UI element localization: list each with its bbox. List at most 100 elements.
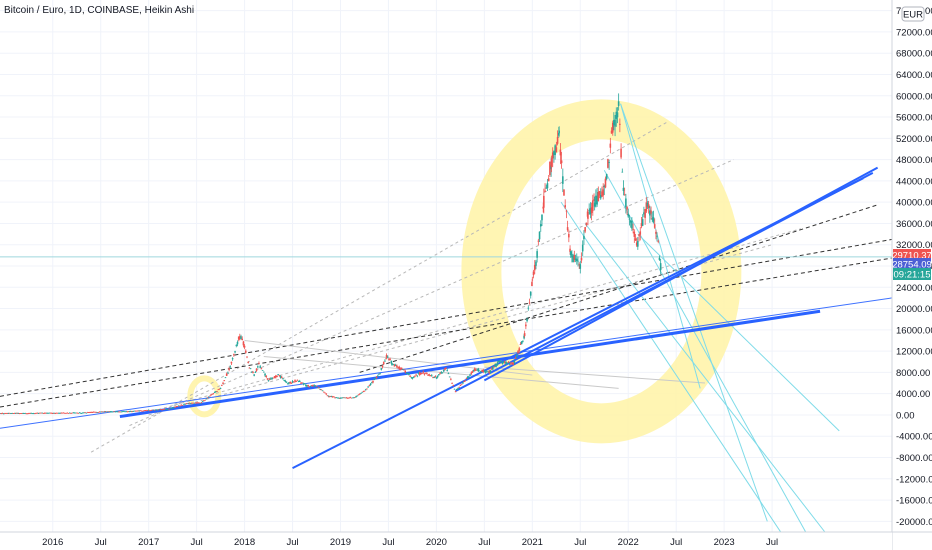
candle-body [337,397,340,399]
candle-body [186,403,188,404]
x-tick-label: 2016 [42,537,63,548]
candle-body [613,120,615,125]
candle-body [486,371,488,372]
candle-body [397,367,399,369]
candle-body [440,372,443,374]
candle-body [379,372,381,374]
candle-body [373,379,376,381]
candle-body [231,358,234,360]
candle-body [539,224,542,227]
candle-body [360,393,362,394]
candle-body [200,402,203,404]
currency-badge[interactable]: EUR [901,6,925,22]
candle-body [420,373,422,374]
candle-body [201,401,204,403]
candle-body [336,397,339,399]
candle-body [435,377,438,379]
candle-body [37,413,40,414]
candle-body [536,251,538,258]
candle-body [152,409,155,411]
candle-body [464,380,466,382]
candle-body [631,220,633,229]
candle-body [473,368,476,371]
candle-body [254,372,257,374]
candle-body [233,354,235,356]
candle-body [16,412,18,414]
y-tick-label: 16000.00 [896,325,932,336]
candle-body [497,361,500,362]
candle-body [328,396,330,398]
candle-body [8,412,11,414]
candle-body [284,380,287,383]
time-axis-panel[interactable] [0,532,892,550]
candle-body [375,377,378,379]
candle-body [324,392,326,394]
candle-body [84,412,86,414]
candle-body [167,409,169,410]
candle-body [29,413,31,414]
candle-body [206,397,209,399]
candle-body [575,258,578,262]
candle-body [24,413,26,414]
candle-body [246,356,248,358]
candle-body [543,195,545,208]
cyan-fan-line [637,233,840,432]
candle-body [639,231,642,235]
candle-body [621,171,624,173]
candle-body [163,408,166,410]
price-tag-mid-text: 28754.09 [892,260,932,271]
candle-body [325,393,328,395]
y-tick-label: 36000.00 [896,219,932,230]
candle-body [32,413,35,415]
candle-body [191,402,193,404]
candle-body [533,264,536,271]
candle-body [488,371,490,374]
candle-body [627,213,630,217]
candle-body [390,360,393,364]
candle-body [430,375,433,377]
candle-body [434,376,437,378]
candle-body [362,391,365,393]
candle-body [511,363,513,365]
candle-body [282,378,284,380]
candle-body [501,362,504,364]
candle-body [43,412,46,414]
candle-body [331,396,334,398]
candle-body [357,394,360,396]
candle-body [51,413,54,414]
candle-body [153,409,156,411]
candle-body [399,368,402,370]
candle-body [549,161,551,175]
candle-body [283,380,286,381]
cyan-fan-line [584,223,826,533]
candle-body [553,151,555,155]
candle-body [629,220,632,223]
candle-body [408,373,410,375]
candle-body [310,385,313,387]
candle-body [441,372,444,374]
candle-body [566,227,569,231]
candle-body [326,395,329,397]
candle-body [73,412,76,414]
candle-body [592,200,594,212]
candle-body [545,187,548,189]
candle-body [164,409,167,411]
candle-body [652,217,655,222]
candle-body [103,411,106,413]
candle-body [120,411,123,413]
candle-body [554,145,556,156]
candle-body [327,395,330,397]
candle-body [569,248,571,252]
candle-body [306,385,308,387]
candle-body [253,374,255,376]
candle-body [142,410,144,412]
candle-body [205,398,208,400]
candle-body [583,235,585,240]
candle-body [36,412,39,414]
y-tick-label: -8000.00 [896,453,932,464]
candle-body [85,412,88,414]
candle-body [61,412,64,414]
candle-body [314,385,317,387]
candle-body [616,112,619,118]
candle-body [25,413,28,415]
